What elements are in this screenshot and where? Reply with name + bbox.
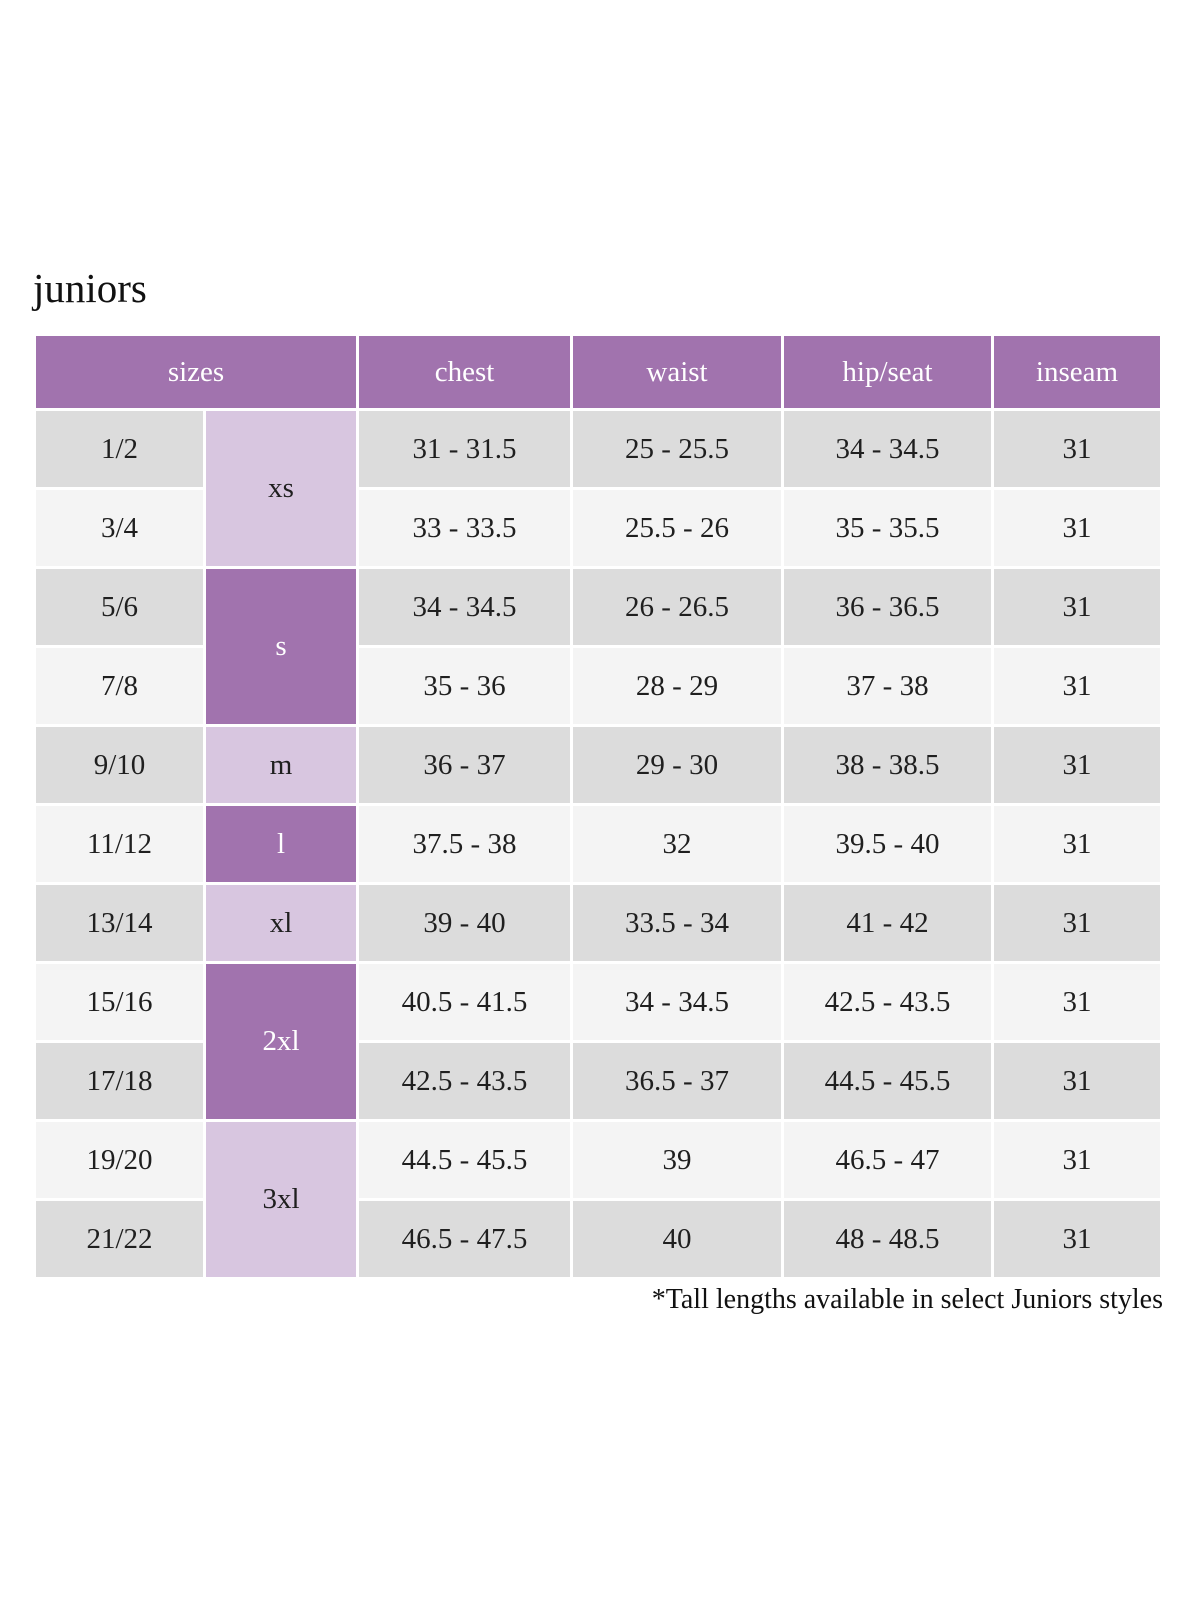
chest-value-cell: 35 - 36 [359, 648, 570, 724]
chest-value-cell: 40.5 - 41.5 [359, 964, 570, 1040]
inseam-value-cell: 31 [994, 885, 1160, 961]
size-label-cell: 9/10 [36, 727, 203, 803]
table-row: 9/10 m 36 - 37 29 - 30 38 - 38.5 31 [36, 727, 1160, 803]
inseam-value-cell: 31 [994, 569, 1160, 645]
hip-seat-value-cell: 36 - 36.5 [784, 569, 991, 645]
size-label-cell: 15/16 [36, 964, 203, 1040]
hip-seat-value-cell: 46.5 - 47 [784, 1122, 991, 1198]
header-row: sizes chest waist hip/seat inseam [36, 336, 1160, 408]
size-label-cell: 19/20 [36, 1122, 203, 1198]
size-band-cell-s: s [206, 569, 356, 724]
hip-seat-value-cell: 42.5 - 43.5 [784, 964, 991, 1040]
size-band-cell-xl: xl [206, 885, 356, 961]
waist-value-cell: 29 - 30 [573, 727, 781, 803]
column-header-inseam: inseam [994, 336, 1160, 408]
waist-value-cell: 34 - 34.5 [573, 964, 781, 1040]
page-title: juniors [33, 265, 147, 311]
table-row: 1/2 xs 31 - 31.5 25 - 25.5 34 - 34.5 31 [36, 411, 1160, 566]
chest-value-cell: 37.5 - 38 [359, 806, 570, 882]
chest-value-cell: 31 - 31.5 [359, 411, 570, 487]
size-label-cell: 3/4 [36, 490, 203, 566]
inseam-value-cell: 31 [994, 1201, 1160, 1277]
size-band-cell-l: l [206, 806, 356, 882]
table-row: 19/20 3xl 44.5 - 45.5 39 46.5 - 47 31 [36, 1122, 1160, 1277]
size-label-cell: 11/12 [36, 806, 203, 882]
inseam-value-cell: 31 [994, 490, 1160, 566]
column-header-chest: chest [359, 336, 570, 408]
size-label-cell: 17/18 [36, 1043, 203, 1119]
tall-lengths-footnote: *Tall lengths available in select Junior… [651, 1284, 1163, 1315]
size-band-cell-3xl: 3xl [206, 1122, 356, 1277]
inseam-value-cell: 31 [994, 1122, 1160, 1198]
column-header-hip-seat: hip/seat [784, 336, 991, 408]
size-band-cell-m: m [206, 727, 356, 803]
inseam-value-cell: 31 [994, 648, 1160, 724]
waist-value-cell: 28 - 29 [573, 648, 781, 724]
waist-value-cell: 26 - 26.5 [573, 569, 781, 645]
size-band-cell-xs: xs [206, 411, 356, 566]
hip-seat-value-cell: 35 - 35.5 [784, 490, 991, 566]
chest-value-cell: 33 - 33.5 [359, 490, 570, 566]
waist-value-cell: 39 [573, 1122, 781, 1198]
size-label-cell: 7/8 [36, 648, 203, 724]
table-row: 13/14 xl 39 - 40 33.5 - 34 41 - 42 31 [36, 885, 1160, 961]
chest-value-cell: 46.5 - 47.5 [359, 1201, 570, 1277]
chest-value-cell: 42.5 - 43.5 [359, 1043, 570, 1119]
inseam-value-cell: 31 [994, 727, 1160, 803]
table-row: 7/8 35 - 36 28 - 29 37 - 38 31 [36, 648, 1160, 724]
inseam-value-cell: 31 [994, 806, 1160, 882]
table-row: 11/12 l 37.5 - 38 32 39.5 - 40 31 [36, 806, 1160, 882]
inseam-value-cell: 31 [994, 411, 1160, 487]
chest-value-cell: 36 - 37 [359, 727, 570, 803]
table-row: 15/16 2xl 40.5 - 41.5 34 - 34.5 42.5 - 4… [36, 964, 1160, 1119]
table-row: 21/22 46.5 - 47.5 40 48 - 48.5 31 [36, 1201, 1160, 1277]
waist-value-cell: 36.5 - 37 [573, 1043, 781, 1119]
column-header-sizes: sizes [36, 336, 356, 408]
hip-seat-value-cell: 34 - 34.5 [784, 411, 991, 487]
waist-value-cell: 33.5 - 34 [573, 885, 781, 961]
chest-value-cell: 44.5 - 45.5 [359, 1122, 570, 1198]
chest-value-cell: 39 - 40 [359, 885, 570, 961]
table-row: 5/6 s 34 - 34.5 26 - 26.5 36 - 36.5 31 [36, 569, 1160, 724]
hip-seat-value-cell: 48 - 48.5 [784, 1201, 991, 1277]
chest-value-cell: 34 - 34.5 [359, 569, 570, 645]
size-label-cell: 21/22 [36, 1201, 203, 1277]
inseam-value-cell: 31 [994, 964, 1160, 1040]
waist-value-cell: 25 - 25.5 [573, 411, 781, 487]
waist-value-cell: 25.5 - 26 [573, 490, 781, 566]
table-row: 3/4 33 - 33.5 25.5 - 26 35 - 35.5 31 [36, 490, 1160, 566]
column-header-waist: waist [573, 336, 781, 408]
table-row: 17/18 42.5 - 43.5 36.5 - 37 44.5 - 45.5 … [36, 1043, 1160, 1119]
inseam-value-cell: 31 [994, 1043, 1160, 1119]
size-band-cell-2xl: 2xl [206, 964, 356, 1119]
hip-seat-value-cell: 44.5 - 45.5 [784, 1043, 991, 1119]
waist-value-cell: 40 [573, 1201, 781, 1277]
hip-seat-value-cell: 41 - 42 [784, 885, 991, 961]
waist-value-cell: 32 [573, 806, 781, 882]
hip-seat-value-cell: 37 - 38 [784, 648, 991, 724]
hip-seat-value-cell: 39.5 - 40 [784, 806, 991, 882]
size-label-cell: 13/14 [36, 885, 203, 961]
hip-seat-value-cell: 38 - 38.5 [784, 727, 991, 803]
juniors-size-chart-table: sizes chest waist hip/seat inseam 1/2 xs… [33, 333, 1163, 1280]
size-label-cell: 5/6 [36, 569, 203, 645]
size-label-cell: 1/2 [36, 411, 203, 487]
